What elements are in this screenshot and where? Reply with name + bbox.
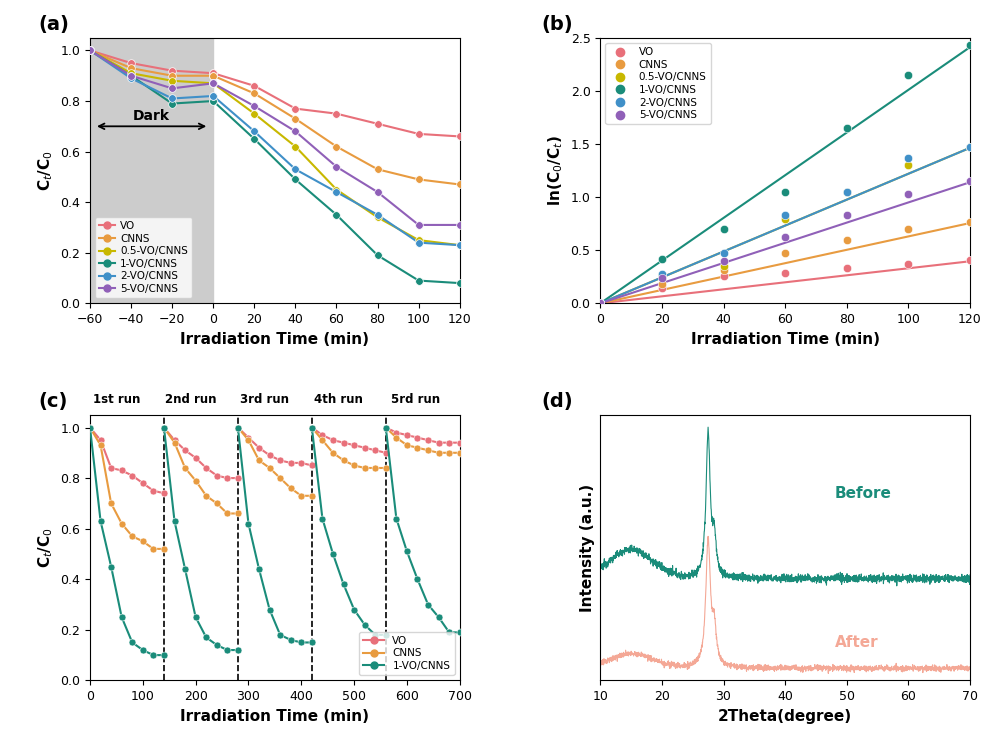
- Legend: VO, CNNS, 0.5-VO/CNNS, 1-VO/CNNS, 2-VO/CNNS, 5-VO/CNNS: VO, CNNS, 0.5-VO/CNNS, 1-VO/CNNS, 2-VO/C…: [605, 43, 711, 125]
- X-axis label: Irradiation Time (min): Irradiation Time (min): [691, 332, 880, 346]
- Y-axis label: ln(C$_0$/C$_t$): ln(C$_0$/C$_t$): [546, 135, 565, 206]
- X-axis label: 2Theta(degree): 2Theta(degree): [718, 708, 852, 723]
- Bar: [90, 38, 213, 303]
- Text: 5rd run: 5rd run: [391, 392, 440, 405]
- Text: 2nd run: 2nd run: [165, 392, 216, 405]
- Y-axis label: C$_t$/C$_0$: C$_t$/C$_0$: [36, 150, 55, 191]
- X-axis label: Irradiation Time (min): Irradiation Time (min): [180, 708, 369, 723]
- Text: (a): (a): [38, 15, 69, 34]
- Text: 1st run: 1st run: [93, 392, 140, 405]
- Text: 3rd run: 3rd run: [240, 392, 289, 405]
- Text: 4th run: 4th run: [314, 392, 363, 405]
- Legend: VO, CNNS, 1-VO/CNNS: VO, CNNS, 1-VO/CNNS: [359, 632, 455, 675]
- Legend: VO, CNNS, 0.5-VO/CNNS, 1-VO/CNNS, 2-VO/CNNS, 5-VO/CNNS: VO, CNNS, 0.5-VO/CNNS, 1-VO/CNNS, 2-VO/C…: [95, 217, 192, 298]
- X-axis label: Irradiation Time (min): Irradiation Time (min): [180, 332, 369, 346]
- Text: (d): (d): [541, 392, 573, 411]
- Y-axis label: Intensity (a.u.): Intensity (a.u.): [580, 484, 595, 612]
- Y-axis label: C$_t$/C$_0$: C$_t$/C$_0$: [36, 527, 55, 569]
- Text: Before: Before: [834, 486, 891, 501]
- Text: (c): (c): [38, 392, 68, 411]
- Text: Dark: Dark: [133, 109, 170, 122]
- Text: (b): (b): [541, 15, 573, 34]
- Text: After: After: [834, 636, 878, 650]
